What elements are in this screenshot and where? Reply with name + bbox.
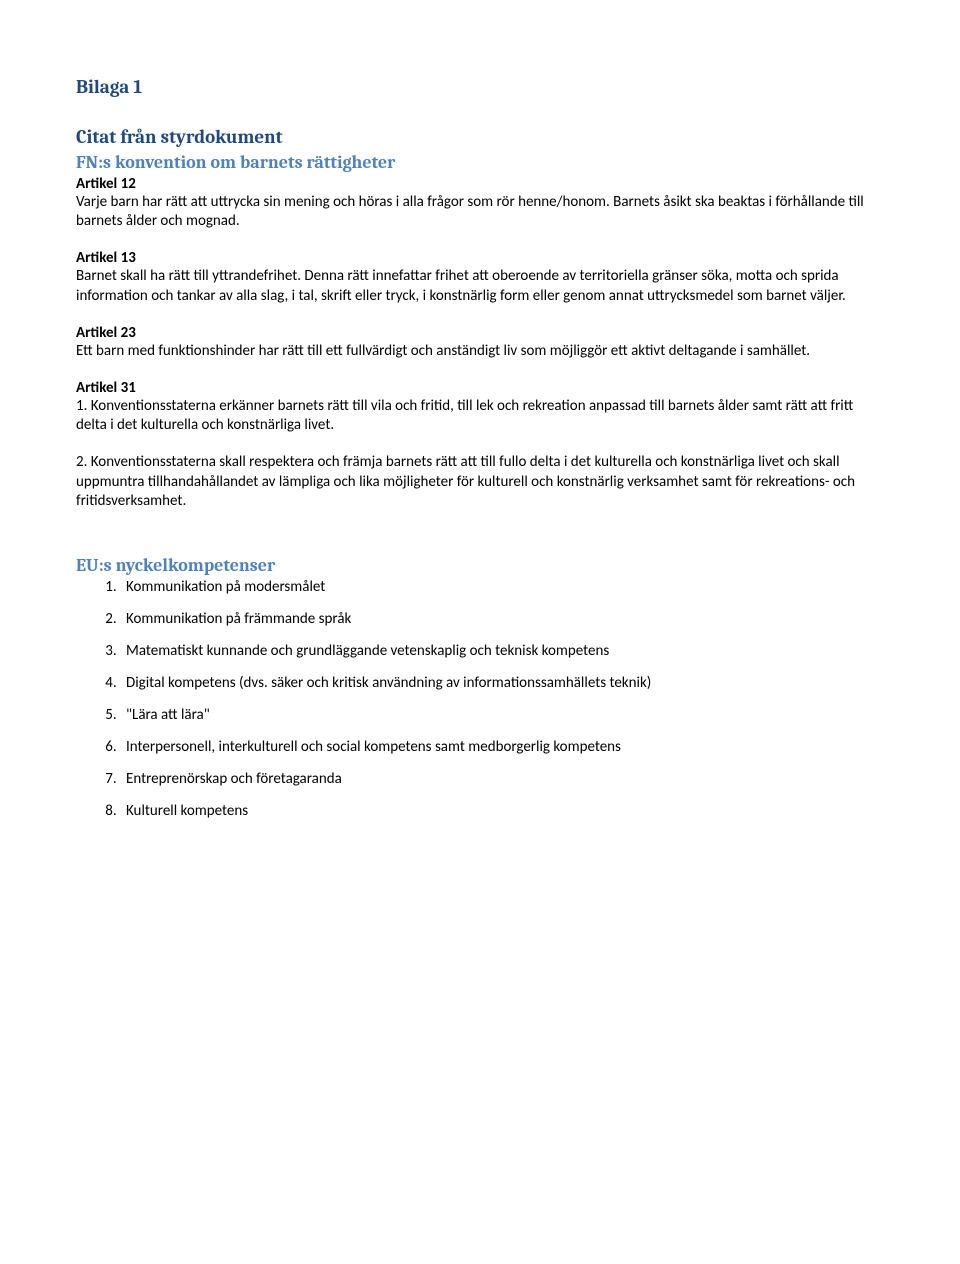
section-eu-competences: EU:s nyckelkompetenser Kommunikation på …	[76, 555, 884, 820]
list-item: Entreprenörskap och företagaranda	[120, 770, 884, 788]
list-item: "Lära att lära"	[120, 706, 884, 724]
article-body: Barnet skall ha rätt till yttrandefrihet…	[76, 267, 884, 305]
subsection-heading: FN:s konvention om barnets rättigheter	[76, 152, 884, 173]
section-citations: Citat från styrdokument FN:s konvention …	[76, 126, 884, 511]
article-body: Varje barn har rätt att uttrycka sin men…	[76, 193, 884, 231]
page-title: Bilaga 1	[76, 76, 884, 98]
article-12: Artikel 12 Varje barn har rätt att uttry…	[76, 175, 884, 231]
list-item: Kommunikation på främmande språk	[120, 610, 884, 628]
article-para-2: 2. Konventionsstaterna skall respektera …	[76, 453, 884, 511]
competence-list: Kommunikation på modersmålet Kommunikati…	[76, 578, 884, 820]
list-item: Interpersonell, interkulturell och socia…	[120, 738, 884, 756]
article-label: Artikel 13	[76, 249, 884, 267]
section-title: Citat från styrdokument	[76, 126, 884, 148]
article-label: Artikel 31	[76, 379, 884, 397]
article-label: Artikel 23	[76, 324, 884, 342]
list-item: Digital kompetens (dvs. säker och kritis…	[120, 674, 884, 692]
article-label: Artikel 12	[76, 175, 884, 193]
list-item: Matematiskt kunnande och grundläggande v…	[120, 642, 884, 660]
list-item: Kommunikation på modersmålet	[120, 578, 884, 596]
article-31: Artikel 31 1. Konventionsstaterna erkänn…	[76, 379, 884, 511]
list-item: Kulturell kompetens	[120, 802, 884, 820]
article-para-1: 1. Konventionsstaterna erkänner barnets …	[76, 397, 884, 435]
article-body: Ett barn med funktionshinder har rätt ti…	[76, 342, 884, 361]
article-13: Artikel 13 Barnet skall ha rätt till ytt…	[76, 249, 884, 305]
article-23: Artikel 23 Ett barn med funktionshinder …	[76, 324, 884, 361]
eu-heading: EU:s nyckelkompetenser	[76, 555, 884, 576]
